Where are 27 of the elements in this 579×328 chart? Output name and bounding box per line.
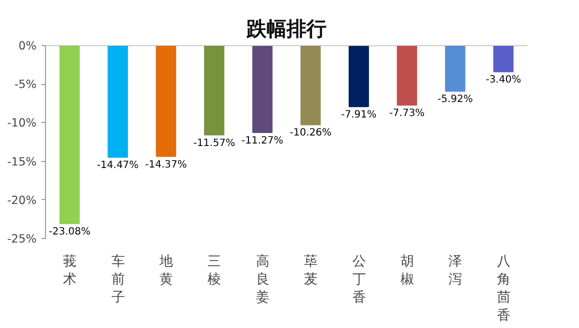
data-label: -14.37% [145, 159, 187, 170]
data-label: -14.47% [96, 160, 139, 172]
x-tick-label: 公丁香 [352, 254, 366, 306]
data-label: -5.92% [438, 94, 473, 106]
data-label: -3.40% [486, 74, 522, 86]
x-tick-label: 莪术 [63, 254, 76, 288]
data-label: -23.08% [48, 226, 90, 238]
chart-title: 跌幅排行 [246, 16, 326, 40]
y-tick-label: -20% [7, 192, 37, 207]
x-tick-label: 胡椒 [400, 254, 414, 288]
y-tick-label: -5% [14, 77, 37, 92]
y-tick-label: -10% [7, 116, 37, 130]
data-label: -11.57% [193, 138, 236, 149]
y-tick-label: -15% [7, 154, 37, 168]
data-label: -11.27% [242, 136, 284, 147]
data-label: -7.91% [341, 110, 377, 121]
x-tick-label: 八角茴香 [496, 254, 510, 324]
x-tick-label: 泽泻 [448, 254, 462, 288]
x-tick-label: 车前子 [111, 254, 124, 306]
y-tick-label: -25% [7, 232, 37, 246]
x-tick-label: 荜茇 [304, 254, 318, 288]
x-tick-label: 三棱 [208, 254, 221, 288]
x-tick-label: 高良姜 [256, 254, 269, 306]
x-tick-label: 地黄 [158, 254, 172, 288]
y-tick-label: 0% [18, 38, 37, 52]
data-label: -10.26% [290, 128, 332, 139]
data-label: -7.73% [389, 108, 425, 120]
